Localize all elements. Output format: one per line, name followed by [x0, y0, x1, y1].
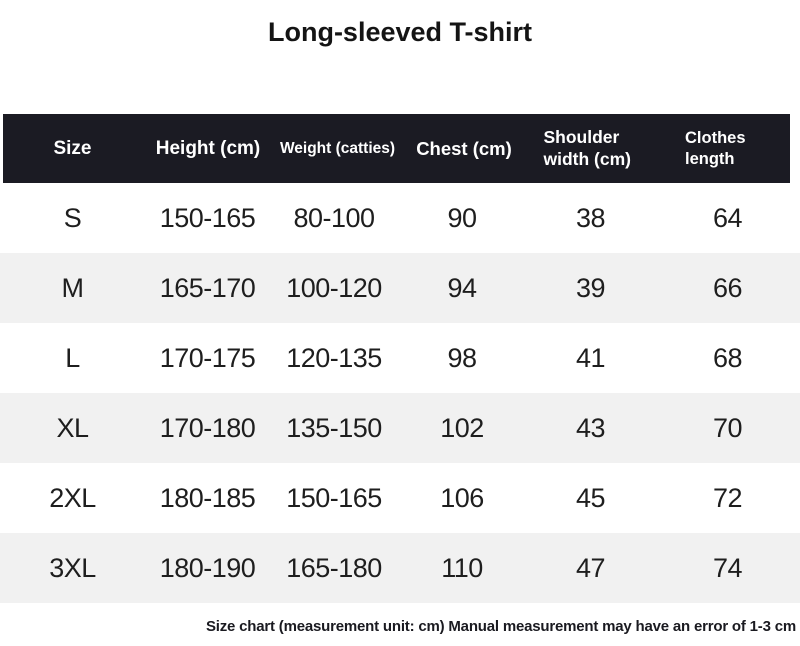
- cell-size: XL: [56, 412, 89, 443]
- cell-chest: 106: [440, 482, 484, 513]
- cell-shoulder-width: 41: [575, 342, 606, 373]
- header-cell-clothes-length: Clothes length: [656, 114, 790, 183]
- cell-chest: 98: [447, 342, 477, 373]
- measurement-note: Size chart (measurement unit: cm) Manual…: [205, 618, 796, 635]
- cell-chest: 94: [447, 272, 477, 303]
- cell-height: 170-175: [159, 342, 256, 373]
- cell-shoulder-width: 38: [575, 202, 606, 233]
- cell-chest: 90: [447, 202, 477, 233]
- cell-size: L: [65, 342, 80, 373]
- table-row-s: S 150-165 80-100 90 38 64: [0, 183, 800, 253]
- header-cell-size: Size: [3, 114, 142, 183]
- cell-height: 180-185: [159, 482, 256, 513]
- size-table-body: S 150-165 80-100 90 38 64 M 165-170 100-…: [0, 183, 800, 603]
- table-row-m: M 165-170 100-120 94 39 66: [0, 253, 800, 323]
- cell-clothes-length: 70: [712, 412, 743, 443]
- cell-weight: 165-180: [286, 552, 382, 583]
- cell-size: 3XL: [49, 552, 96, 583]
- header-cell-shoulder-width-label: Shoulder width (cm): [543, 126, 632, 169]
- header-cell-weight-label: Weight (catties): [279, 139, 396, 157]
- header-cell-chest: Chest (cm): [401, 114, 527, 183]
- cell-height: 170-180: [159, 412, 256, 443]
- cell-size: M: [61, 272, 85, 303]
- cell-size: 2XL: [49, 482, 96, 513]
- table-row-3xl: 3XL 180-190 165-180 110 47 74: [0, 533, 800, 603]
- cell-shoulder-width: 43: [575, 412, 606, 443]
- header-cell-chest-label: Chest (cm): [416, 137, 512, 159]
- cell-clothes-length: 74: [712, 552, 743, 583]
- cell-chest: 110: [441, 552, 483, 583]
- header-cell-height-label: Height (cm): [155, 137, 261, 159]
- cell-shoulder-width: 45: [575, 482, 606, 513]
- cell-weight: 135-150: [286, 412, 382, 443]
- size-table-header: Size Height (cm) Weight (catties) Chest …: [3, 114, 790, 183]
- header-cell-clothes-length-label: Clothes length: [685, 128, 746, 168]
- cell-height: 165-170: [159, 272, 256, 303]
- cell-height: 150-165: [159, 202, 256, 233]
- cell-height: 180-190: [159, 552, 256, 583]
- cell-weight: 120-135: [286, 342, 382, 373]
- header-cell-weight: Weight (catties): [274, 114, 401, 183]
- cell-size: S: [63, 202, 82, 233]
- cell-clothes-length: 66: [712, 272, 743, 303]
- table-row-l: L 170-175 120-135 98 41 68: [0, 323, 800, 393]
- page-title: Long-sleeved T-shirt: [267, 17, 533, 47]
- cell-shoulder-width: 39: [575, 272, 606, 303]
- cell-shoulder-width: 47: [575, 552, 606, 583]
- header-cell-shoulder-width: Shoulder width (cm): [527, 114, 656, 183]
- cell-weight: 80-100: [293, 202, 375, 233]
- cell-clothes-length: 68: [712, 342, 743, 373]
- cell-weight: 100-120: [286, 272, 382, 303]
- header-cell-size-label: Size: [53, 137, 92, 159]
- cell-weight: 150-165: [286, 482, 382, 513]
- cell-chest: 102: [440, 412, 484, 443]
- cell-clothes-length: 72: [712, 482, 743, 513]
- table-row-xl: XL 170-180 135-150 102 43 70: [0, 393, 800, 463]
- cell-clothes-length: 64: [712, 202, 743, 233]
- header-cell-height: Height (cm): [142, 114, 274, 183]
- table-row-2xl: 2XL 180-185 150-165 106 45 72: [0, 463, 800, 533]
